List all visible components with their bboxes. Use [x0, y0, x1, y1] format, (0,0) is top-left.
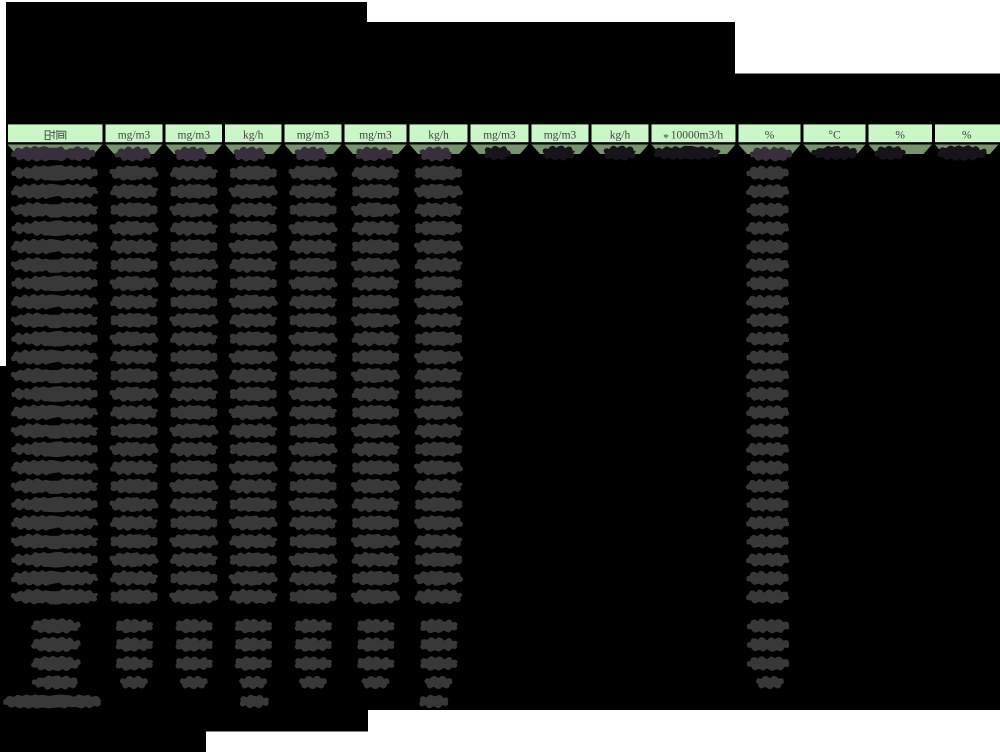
svg-text:%: %: [765, 130, 775, 142]
svg-text:10000m3/h: 10000m3/h: [671, 130, 724, 142]
svg-text:mg/m3: mg/m3: [297, 130, 330, 142]
svg-text:%: %: [962, 130, 972, 142]
svg-text:kg/h: kg/h: [610, 130, 631, 142]
svg-text:°C: °C: [828, 130, 841, 142]
svg-text:%: %: [895, 130, 905, 142]
svg-text:mg/m3: mg/m3: [483, 130, 516, 142]
svg-text:mg/m3: mg/m3: [178, 130, 211, 142]
svg-text:mg/m3: mg/m3: [118, 130, 151, 142]
svg-text:kg/h: kg/h: [428, 130, 449, 142]
svg-text:kg/h: kg/h: [243, 130, 264, 142]
svg-text:mg/m3: mg/m3: [359, 130, 392, 142]
svg-text:mg/m3: mg/m3: [544, 130, 577, 142]
svg-text:*: *: [663, 133, 669, 145]
